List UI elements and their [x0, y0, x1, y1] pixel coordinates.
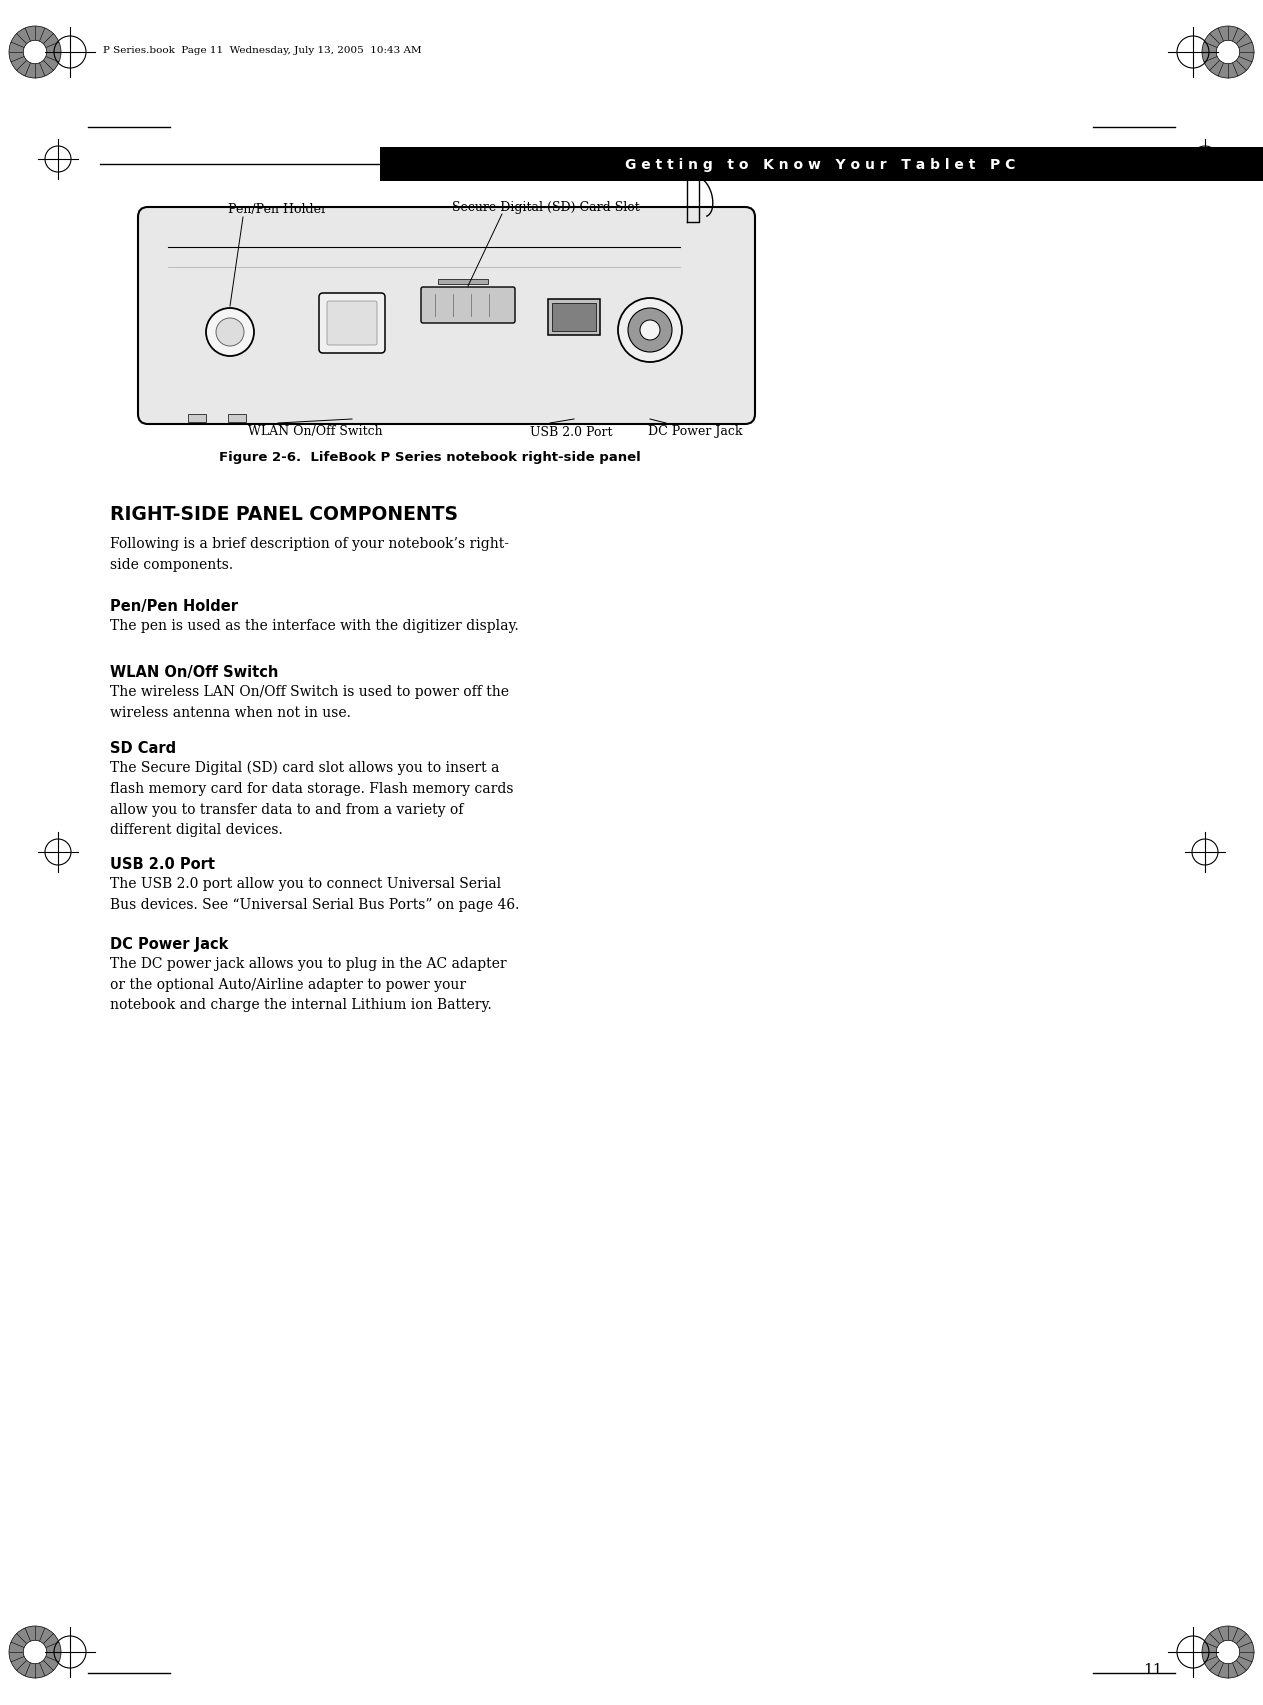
FancyBboxPatch shape [320, 293, 385, 355]
Text: USB 2.0 Port: USB 2.0 Port [530, 425, 613, 438]
Text: Secure Digital (SD) Card Slot: Secure Digital (SD) Card Slot [452, 201, 640, 213]
Bar [438, 280, 488, 285]
Text: 11: 11 [1143, 1662, 1163, 1676]
Text: RIGHT-SIDE PANEL COMPONENTS: RIGHT-SIDE PANEL COMPONENTS [110, 505, 458, 523]
Text: Following is a brief description of your notebook’s right-
side components.: Following is a brief description of your… [110, 537, 509, 571]
Circle shape [618, 298, 682, 363]
Bar [188, 414, 206, 423]
Circle shape [1216, 1640, 1240, 1664]
Text: The Secure Digital (SD) card slot allows you to insert a
flash memory card for d: The Secure Digital (SD) card slot allows… [110, 760, 514, 837]
Circle shape [23, 41, 47, 65]
FancyBboxPatch shape [327, 302, 376, 346]
Circle shape [1202, 27, 1254, 78]
Circle shape [9, 1627, 61, 1678]
Text: WLAN On/Off Switch: WLAN On/Off Switch [110, 665, 278, 680]
Circle shape [640, 321, 661, 341]
Text: Pen/Pen Holder: Pen/Pen Holder [229, 203, 327, 217]
Bar [552, 303, 596, 332]
Circle shape [1202, 1627, 1254, 1678]
Circle shape [1216, 41, 1240, 65]
Text: DC Power Jack: DC Power Jack [648, 425, 743, 438]
FancyBboxPatch shape [138, 208, 755, 425]
Circle shape [9, 27, 61, 78]
Text: Figure 2-6.  LifeBook P Series notebook right-side panel: Figure 2-6. LifeBook P Series notebook r… [218, 452, 640, 464]
Text: WLAN On/Off Switch: WLAN On/Off Switch [248, 425, 383, 438]
Text: The pen is used as the interface with the digitizer display.: The pen is used as the interface with th… [110, 619, 519, 633]
Text: The DC power jack allows you to plug in the AC adapter
or the optional Auto/Airl: The DC power jack allows you to plug in … [110, 957, 506, 1011]
Bar [548, 300, 600, 336]
Circle shape [206, 309, 254, 356]
FancyBboxPatch shape [421, 288, 515, 324]
Text: G e t t i n g   t o   K n o w   Y o u r   T a b l e t   P C: G e t t i n g t o K n o w Y o u r T a b … [625, 159, 1015, 172]
Text: The USB 2.0 port allow you to connect Universal Serial
Bus devices. See “Univers: The USB 2.0 port allow you to connect Un… [110, 876, 519, 910]
Text: P Series.book  Page 11  Wednesday, July 13, 2005  10:43 AM: P Series.book Page 11 Wednesday, July 13… [104, 46, 422, 55]
Bar [380, 148, 1263, 182]
Text: SD Card: SD Card [110, 740, 176, 755]
Circle shape [23, 1640, 47, 1664]
Text: DC Power Jack: DC Power Jack [110, 936, 229, 951]
Text: USB 2.0 Port: USB 2.0 Port [110, 856, 215, 871]
Text: Pen/Pen Holder: Pen/Pen Holder [110, 598, 237, 614]
Circle shape [628, 309, 672, 353]
Bar [229, 414, 246, 423]
Text: The wireless LAN On/Off Switch is used to power off the
wireless antenna when no: The wireless LAN On/Off Switch is used t… [110, 685, 509, 720]
Circle shape [216, 319, 244, 346]
